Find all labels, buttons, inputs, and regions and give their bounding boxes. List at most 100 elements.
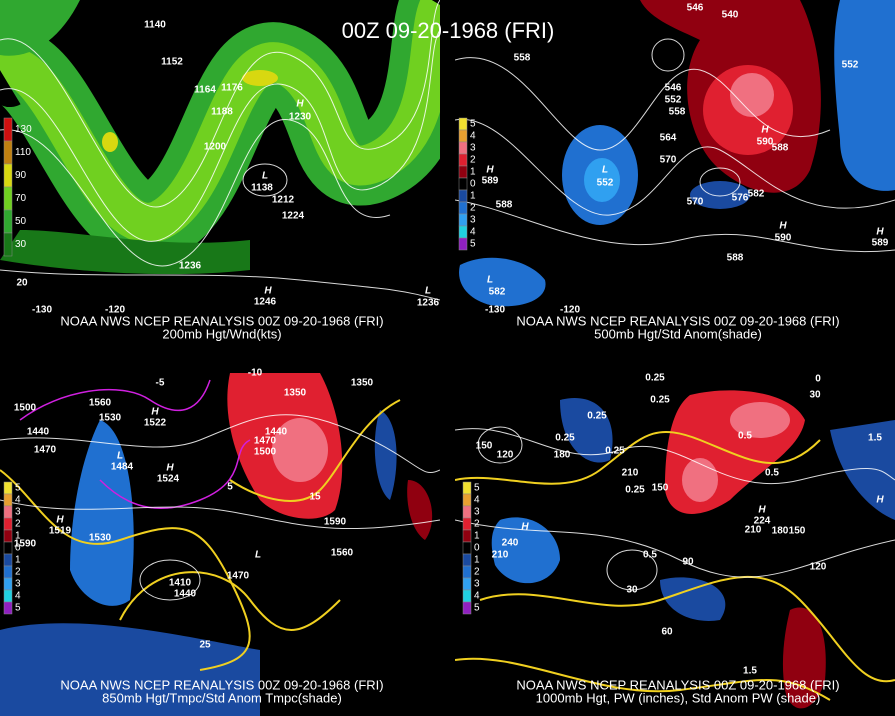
legend-swatch <box>3 541 13 555</box>
contour-label: -5 <box>156 378 165 389</box>
legend-swatch <box>462 565 472 579</box>
legend-label: 1 <box>15 555 21 566</box>
contour-label: 1.5 <box>743 666 757 677</box>
contour <box>455 118 895 216</box>
legend-label: 2 <box>15 519 21 530</box>
panel-1000mb <box>455 390 895 709</box>
legend-label: 50 <box>15 216 27 227</box>
legend-label: 5 <box>474 483 480 494</box>
legend-label: 3 <box>15 579 21 590</box>
contour-label: 120 <box>497 450 514 461</box>
contour-label: 1484 <box>111 462 134 473</box>
contour-label: 1530 <box>89 533 112 544</box>
contour-label: 180 <box>772 526 789 537</box>
contour-label: 552 <box>597 178 614 189</box>
legend-label: 4 <box>15 495 21 506</box>
legend-label: 4 <box>474 591 480 602</box>
anomaly-positive <box>730 73 774 117</box>
legend-swatch <box>3 505 13 519</box>
contour-label: -130 <box>32 305 52 316</box>
contour-label: 1500 <box>14 403 37 414</box>
contour <box>0 119 391 267</box>
pressure-center: L <box>487 275 493 286</box>
legend-swatch <box>458 201 468 215</box>
pressure-center: H <box>151 407 159 418</box>
contour-label: 582 <box>748 189 765 200</box>
pressure-center: L <box>117 451 123 462</box>
legend-swatch <box>3 140 13 165</box>
contour-label: 590 <box>775 233 792 244</box>
isotherm <box>0 469 251 671</box>
isotherm <box>119 571 341 631</box>
pressure-center: H <box>758 505 766 516</box>
contour-label: 1519 <box>49 526 72 537</box>
contour-label: 90 <box>682 557 694 568</box>
contour-label: 570 <box>687 197 704 208</box>
contour-label: 590 <box>757 137 774 148</box>
anomaly-positive <box>272 418 328 482</box>
contour-label: 1440 <box>27 427 50 438</box>
contour-label: 546 <box>687 3 704 14</box>
legend-label: 5 <box>15 603 21 614</box>
panel-500mb <box>455 0 895 307</box>
legend-swatch <box>3 589 13 603</box>
legend-label: 3 <box>474 579 480 590</box>
isotherm <box>99 439 251 509</box>
pw-contour <box>479 576 895 683</box>
legend-swatch <box>3 481 13 495</box>
contour-label: 588 <box>772 143 789 154</box>
contour-label: 1138 <box>251 183 273 194</box>
contour-label: 570 <box>660 155 677 166</box>
anomaly-positive <box>682 458 718 502</box>
contour-label: 1200 <box>204 142 227 153</box>
panel-200mb <box>0 0 440 301</box>
contour-label: 588 <box>727 253 744 264</box>
contour-label: 1590 <box>324 517 347 528</box>
legend-swatch <box>462 505 472 519</box>
contour-label: 1350 <box>284 388 307 399</box>
legend-swatch <box>458 117 468 131</box>
contour-label: 1224 <box>282 211 305 222</box>
legend-swatch <box>3 493 13 507</box>
anomaly-negative <box>0 623 260 716</box>
panel-caption: 500mb Hgt/Std Anom(shade) <box>594 326 762 341</box>
legend-swatch <box>462 529 472 543</box>
legend-swatch <box>458 237 468 251</box>
legend-swatch <box>458 141 468 155</box>
contour-label: 1164 <box>194 85 216 96</box>
anomaly-positive <box>407 480 433 540</box>
legend-swatch <box>3 163 13 188</box>
legend-swatch <box>462 577 472 591</box>
jet-max <box>242 70 278 86</box>
legend-label: 5 <box>474 603 480 614</box>
pressure-center: L <box>425 286 431 297</box>
legend-swatch <box>462 589 472 603</box>
legend-label: 4 <box>470 227 476 238</box>
map-title: 00Z 09-20-1968 (FRI) <box>342 18 555 43</box>
legend-label: 0 <box>474 543 480 554</box>
contour-label: 150 <box>652 483 669 494</box>
contour-label: 0.5 <box>643 550 657 561</box>
legend-label: 2 <box>470 203 476 214</box>
contour-label: 1176 <box>221 83 243 94</box>
legend-swatch <box>458 165 468 179</box>
pressure-center: L <box>602 165 608 176</box>
legend-label: 3 <box>474 507 480 518</box>
panel-header: NOAA NWS NCEP REANALYSIS 00Z 09-20-1968 … <box>60 677 383 692</box>
legend-swatch <box>3 553 13 567</box>
contour <box>0 269 440 301</box>
contour <box>455 428 895 485</box>
legend-label: 1 <box>474 555 480 566</box>
contour-label: 25 <box>199 640 211 651</box>
contour-label: 558 <box>514 53 531 64</box>
contour <box>0 499 440 530</box>
contour-label: 150 <box>476 441 493 452</box>
legend-swatch <box>3 209 13 234</box>
contour-label: 1560 <box>331 548 354 559</box>
contour-label: 1140 <box>144 20 166 31</box>
legend-label: 3 <box>470 215 476 226</box>
panel-caption: 1000mb Hgt, PW (inches), Std Anom PW (sh… <box>536 690 821 705</box>
contour-label: -10 <box>248 368 263 379</box>
contour <box>699 167 741 197</box>
